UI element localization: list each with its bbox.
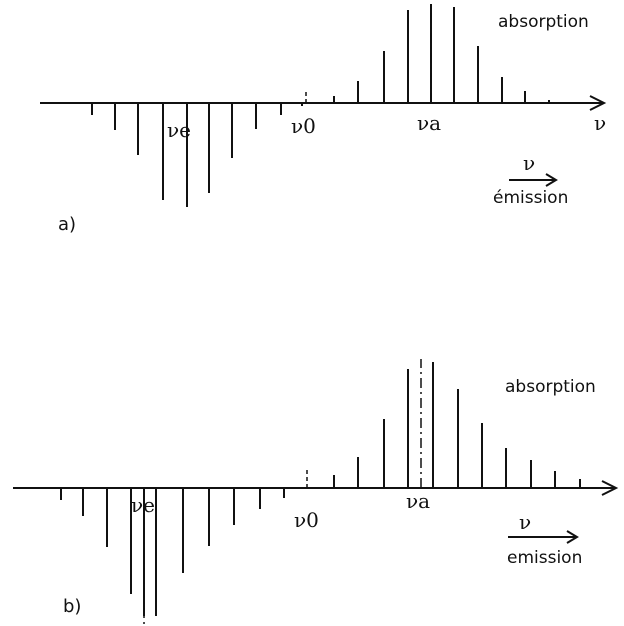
panel-a-nu-0-label: ν0 bbox=[291, 114, 316, 138]
panel-b-nu-a-label: νa bbox=[406, 489, 430, 513]
panel-b bbox=[13, 359, 619, 625]
panel-b-arrow-nu-label: ν bbox=[519, 510, 531, 534]
panel-a-label: a) bbox=[58, 214, 76, 235]
panel-b-nu-0-label: ν0 bbox=[294, 508, 319, 532]
panel-b-nu-e-label: νe bbox=[131, 493, 155, 517]
panel-a-nu-a-label: νa bbox=[417, 111, 441, 135]
panel-a-arrow-nu-label: ν bbox=[523, 151, 535, 175]
panel-b-emission-arrowhead bbox=[566, 530, 579, 544]
panel-a-emission-arrowhead bbox=[545, 173, 558, 187]
panel-a-axis-end-label: ν bbox=[594, 111, 606, 135]
panel-a-spectral-lines bbox=[91, 4, 550, 207]
panel-b-absorption-label: absorption bbox=[505, 377, 596, 397]
panel-a-nu-e-label: νe bbox=[167, 118, 191, 142]
panel-a-absorption-label: absorption bbox=[498, 12, 589, 32]
panel-b-axis-arrowhead bbox=[601, 480, 619, 496]
panel-b-emission-label: emission bbox=[507, 548, 582, 568]
panel-a-axis-arrowhead bbox=[589, 95, 607, 111]
panel-b-label: b) bbox=[63, 596, 81, 617]
panel-a-emission-label: émission bbox=[493, 188, 568, 208]
panel-a bbox=[40, 4, 607, 207]
panel-b-spectral-lines bbox=[60, 362, 581, 616]
